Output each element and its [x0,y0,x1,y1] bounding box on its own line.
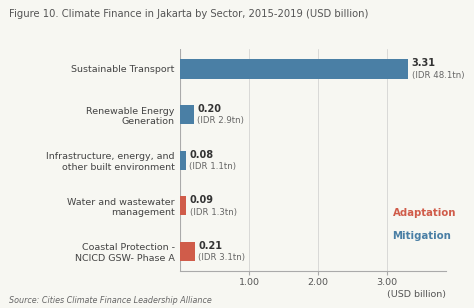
Text: (IDR 48.1tn): (IDR 48.1tn) [412,71,464,80]
Text: Mitigation: Mitigation [392,231,451,241]
Bar [180,105,194,124]
Text: 3.31: 3.31 [412,59,436,68]
Text: 0.20: 0.20 [197,104,221,114]
Bar [180,59,408,79]
Bar [180,196,186,215]
Text: (IDR 2.9tn): (IDR 2.9tn) [197,116,244,125]
Bar [180,151,186,170]
Text: (IDR 1.3tn): (IDR 1.3tn) [190,208,237,217]
Text: 0.21: 0.21 [198,241,222,251]
Text: (IDR 1.1tn): (IDR 1.1tn) [189,162,236,171]
Text: (USD billion): (USD billion) [387,290,446,299]
Text: Source: Cities Climate Finance Leadership Alliance: Source: Cities Climate Finance Leadershi… [9,296,212,305]
Text: (IDR 3.1tn): (IDR 3.1tn) [198,253,245,262]
Text: 0.09: 0.09 [190,195,214,205]
Text: Figure 10. Climate Finance in Jakarta by Sector, 2015-2019 (USD billion): Figure 10. Climate Finance in Jakarta by… [9,9,369,19]
Text: 0.08: 0.08 [189,150,213,160]
Text: Adaptation: Adaptation [392,209,456,218]
Bar [180,242,195,261]
